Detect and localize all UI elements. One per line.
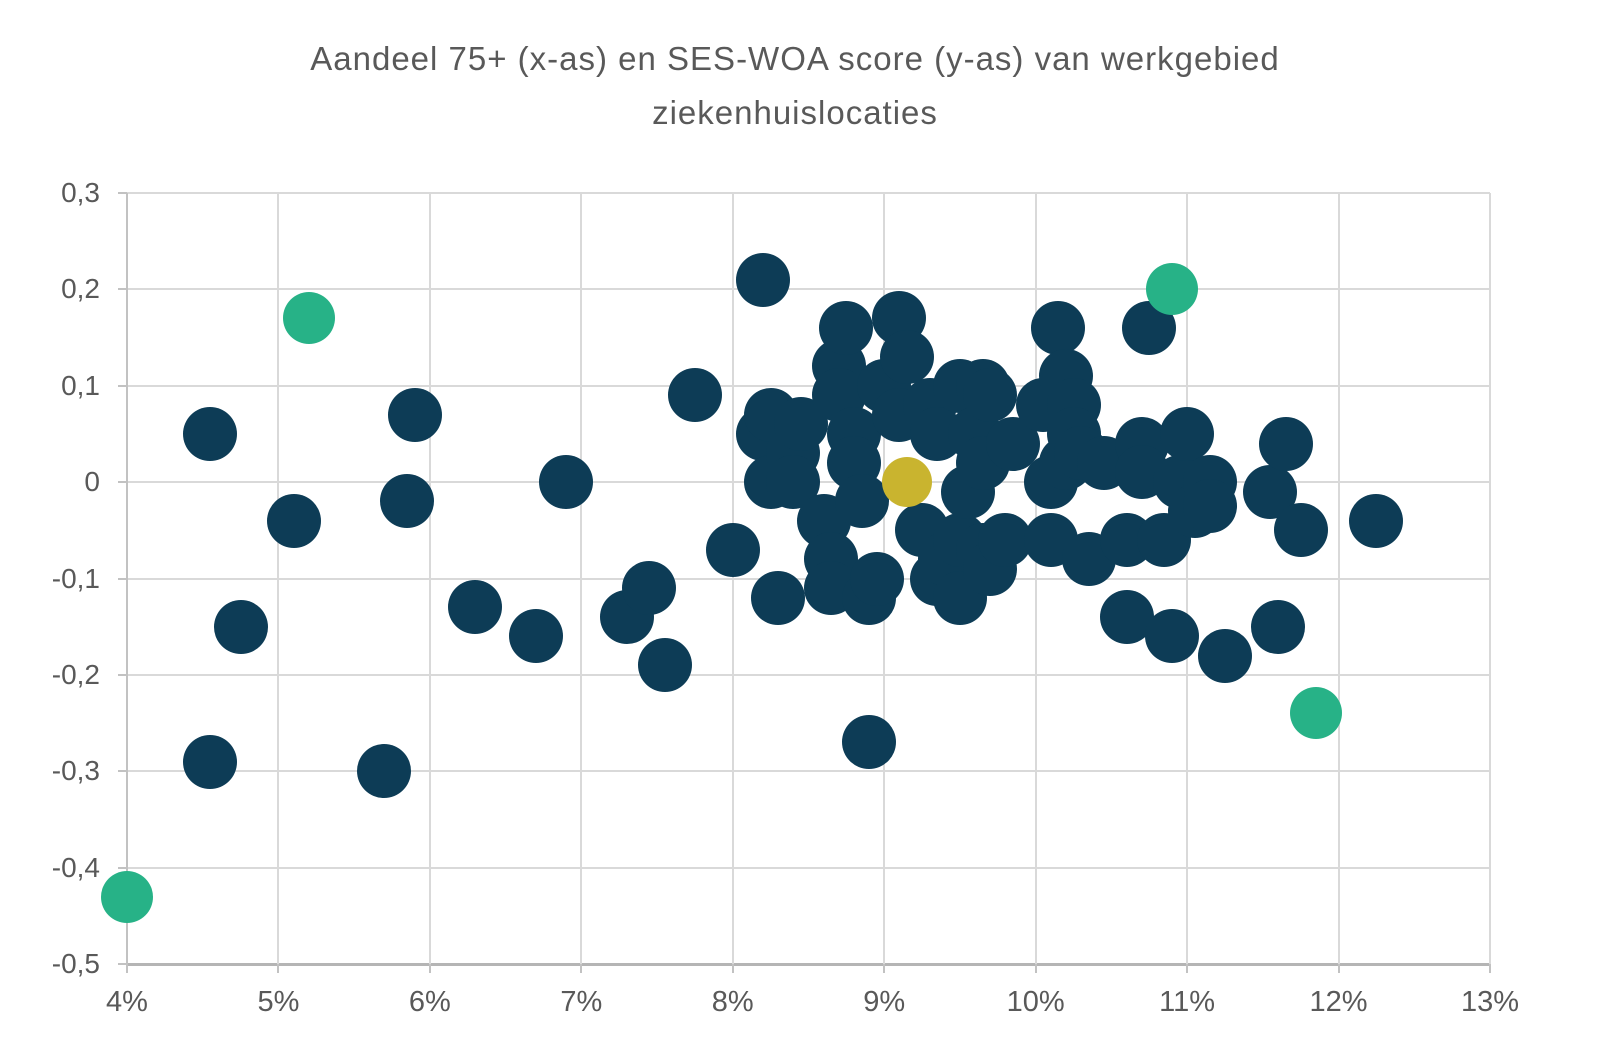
y-axis-tick — [118, 384, 127, 387]
gridline-horizontal — [127, 192, 1490, 194]
data-point-highlight-groen — [282, 292, 335, 345]
data-point-ziekenhuislocaties — [183, 734, 238, 789]
y-axis-label: 0,3 — [61, 177, 100, 208]
data-point-ziekenhuislocaties — [539, 455, 594, 510]
data-point-highlight-geel — [881, 457, 932, 508]
x-axis-tick — [883, 964, 886, 973]
x-axis-label: 7% — [560, 986, 603, 1018]
x-axis-label: 4% — [106, 986, 148, 1018]
x-axis-label: 13% — [1460, 986, 1520, 1018]
y-axis-label: 0,2 — [61, 273, 100, 305]
data-point-ziekenhuislocaties — [508, 609, 563, 664]
gridline-vertical — [731, 193, 734, 964]
data-point-ziekenhuislocaties — [963, 368, 1018, 423]
chart-title-line1: Aandeel 75+ (x-as) en SES-WOA score (y-a… — [310, 40, 1280, 77]
data-point-ziekenhuislocaties — [879, 329, 934, 384]
y-axis-tick — [118, 770, 127, 773]
data-point-ziekenhuislocaties — [213, 599, 268, 654]
x-axis-label: 11% — [1159, 986, 1216, 1018]
data-point-ziekenhuislocaties — [1144, 609, 1199, 664]
y-axis-label: -0,2 — [51, 658, 100, 690]
data-point-ziekenhuislocaties — [1273, 503, 1328, 558]
y-axis-tick — [118, 866, 127, 869]
data-point-highlight-groen — [1145, 263, 1198, 316]
y-axis-label: -0,1 — [51, 562, 100, 594]
x-axis-label: 6% — [408, 986, 451, 1018]
gridline-vertical — [277, 193, 280, 964]
data-point-ziekenhuislocaties — [1099, 590, 1154, 645]
data-point-ziekenhuislocaties — [1160, 406, 1215, 461]
data-point-ziekenhuislocaties — [637, 638, 692, 693]
data-point-ziekenhuislocaties — [751, 570, 806, 625]
y-axis-tick — [118, 192, 127, 194]
gridline-vertical — [1034, 193, 1037, 964]
data-point-ziekenhuislocaties — [978, 512, 1033, 567]
gridline-vertical — [1489, 193, 1491, 964]
data-point-ziekenhuislocaties — [183, 406, 238, 461]
y-axis-label: -0,5 — [51, 948, 100, 979]
data-point-ziekenhuislocaties — [622, 561, 677, 616]
data-point-ziekenhuislocaties — [834, 474, 889, 529]
gridline-horizontal — [127, 866, 1490, 869]
data-point-highlight-groen — [101, 870, 153, 923]
gridline-horizontal — [127, 770, 1490, 773]
gridline-vertical — [1186, 193, 1189, 964]
data-point-highlight-groen — [1289, 687, 1342, 740]
x-axis-label: 10% — [1006, 986, 1065, 1018]
x-axis-tick — [277, 964, 280, 973]
gridline-vertical — [580, 193, 583, 964]
data-point-ziekenhuislocaties — [1197, 628, 1252, 683]
gridline-vertical — [1337, 193, 1340, 964]
y-axis-label: -0,4 — [51, 851, 100, 883]
x-axis-label: 8% — [711, 986, 754, 1018]
gridline-horizontal — [127, 673, 1490, 676]
x-axis-tick — [428, 964, 431, 973]
x-axis-label: 12% — [1309, 986, 1368, 1018]
x-axis-tick — [731, 964, 734, 973]
data-point-ziekenhuislocaties — [448, 580, 503, 635]
y-axis-tick — [118, 481, 127, 484]
chart-title-line2: ziekenhuislocaties — [652, 94, 938, 131]
y-axis-tick — [118, 288, 127, 291]
data-point-ziekenhuislocaties — [819, 300, 874, 355]
y-axis-tick — [118, 577, 127, 580]
y-axis-tick — [118, 673, 127, 676]
data-point-ziekenhuislocaties — [849, 551, 904, 606]
data-point-ziekenhuislocaties — [1250, 599, 1305, 654]
x-axis-label: 9% — [863, 986, 906, 1018]
y-axis-line — [126, 193, 128, 964]
data-point-ziekenhuislocaties — [1349, 493, 1404, 548]
x-axis-tick — [1186, 964, 1189, 973]
gridline-vertical — [428, 193, 431, 964]
gridline-horizontal — [127, 288, 1490, 291]
y-axis-label: 0,1 — [61, 369, 100, 401]
data-point-ziekenhuislocaties — [1182, 479, 1237, 534]
data-point-ziekenhuislocaties — [1031, 300, 1086, 355]
data-point-ziekenhuislocaties — [667, 368, 722, 423]
x-axis-tick — [1337, 964, 1340, 973]
x-axis-label: 5% — [257, 986, 300, 1018]
x-axis-line — [126, 963, 1491, 966]
gridline-horizontal — [127, 384, 1490, 387]
x-axis-tick — [1489, 964, 1491, 973]
y-axis-label: -0,3 — [51, 755, 100, 787]
data-point-ziekenhuislocaties — [1258, 416, 1313, 471]
data-point-ziekenhuislocaties — [357, 744, 412, 799]
chart-title: Aandeel 75+ (x-as) en SES-WOA score (y-a… — [0, 32, 1590, 140]
data-point-ziekenhuislocaties — [380, 474, 435, 529]
x-axis-tick — [1034, 964, 1037, 973]
y-axis-label: 0 — [84, 466, 100, 498]
y-axis-tick — [118, 963, 127, 965]
x-axis-tick — [580, 964, 583, 973]
data-point-ziekenhuislocaties — [387, 387, 442, 442]
x-axis-tick — [126, 964, 128, 973]
data-point-ziekenhuislocaties — [842, 715, 897, 770]
data-point-ziekenhuislocaties — [266, 493, 321, 548]
data-point-ziekenhuislocaties — [705, 522, 760, 577]
data-point-ziekenhuislocaties — [736, 252, 791, 307]
